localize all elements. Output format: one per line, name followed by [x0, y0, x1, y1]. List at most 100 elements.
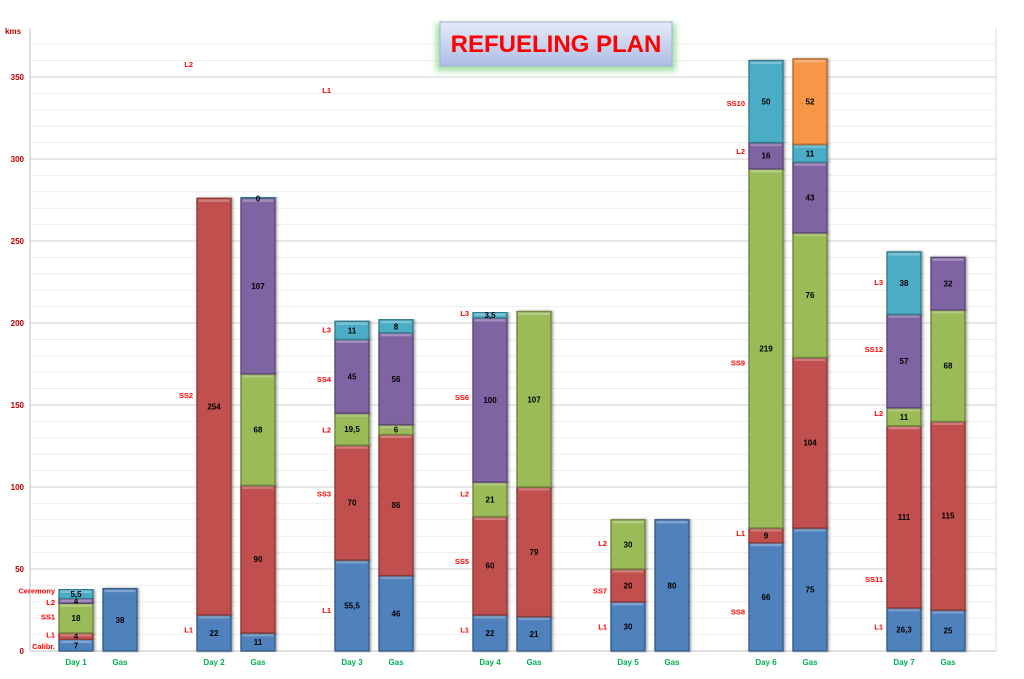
day-bar-segment-highlight — [336, 560, 368, 564]
day-bar-value-label: 19,5 — [344, 425, 360, 434]
x-label-day: Day 6 — [755, 658, 777, 667]
day-bar-segment-highlight — [198, 199, 230, 202]
day-bar-segment — [748, 141, 784, 170]
gas-bar-value-label: 76 — [806, 291, 815, 300]
stage-label: L2 — [184, 60, 193, 69]
x-label-day: Day 2 — [203, 658, 225, 667]
x-label-gas: Gas — [940, 658, 956, 667]
x-label-gas: Gas — [112, 658, 128, 667]
stage-label: Ceremony — [18, 586, 56, 595]
day-bar-value-label: 26,3 — [896, 625, 912, 634]
title-text: REFUELING PLAN — [451, 31, 662, 58]
day-bar-segment — [610, 519, 646, 570]
day-bar-segment-highlight — [474, 483, 506, 486]
stage-label: SS6 — [455, 393, 469, 402]
gas-bar-segment-highlight — [242, 486, 274, 489]
gas-bar-segment-highlight — [380, 576, 412, 580]
gas-bar-segment — [378, 332, 414, 426]
day-bar-value-label: 22 — [486, 629, 495, 638]
stage-label: L1 — [460, 626, 469, 635]
day-bar-segment-highlight — [474, 517, 506, 521]
stage-label: SS1 — [41, 613, 55, 622]
stage-label: SS3 — [317, 490, 331, 499]
y-tick-label: 100 — [11, 483, 25, 492]
gas-bar-segment-highlight — [794, 529, 826, 532]
day-bar-segment — [472, 614, 508, 652]
day-bar-value-label: 16 — [762, 152, 771, 161]
day-bar-value-label: 55,5 — [344, 601, 360, 610]
gas-bar-value-label: 75 — [806, 586, 815, 595]
gas-bar-segment-highlight — [242, 633, 274, 637]
stage-label: L3 — [460, 309, 469, 318]
day-bar-segment-highlight — [888, 315, 920, 318]
gas-bar-value-label: 107 — [527, 395, 541, 404]
y-tick-label: 250 — [11, 237, 25, 246]
day-bar-segment-highlight — [60, 599, 92, 603]
day-bar-segment-highlight — [750, 543, 782, 547]
gas-bar-segment — [378, 319, 414, 334]
stage-label: L2 — [736, 147, 745, 156]
stage-label: L1 — [322, 86, 331, 95]
day-bar-segment — [886, 607, 922, 652]
gas-bar-value-label: 115 — [942, 512, 955, 521]
stage-label: SS4 — [317, 375, 332, 384]
stage-label: L1 — [598, 622, 607, 631]
gas-bar-segment-highlight — [794, 233, 826, 237]
gas-bar-value-label: 46 — [392, 609, 401, 618]
gas-bar-segment — [930, 309, 966, 423]
day-bar-segment — [334, 444, 370, 561]
day-bar-value-label: 4 — [74, 597, 79, 606]
day-bar-segment — [748, 59, 784, 144]
stage-label: Calibr. — [32, 642, 55, 651]
day-bar-segment-highlight — [750, 169, 782, 173]
gas-bar-value-label: 8 — [394, 322, 399, 331]
stage-label: L1 — [184, 626, 193, 635]
gas-bar-value-label: 52 — [806, 98, 815, 107]
day-bar-value-label: 38 — [900, 279, 909, 288]
gas-bar-segment — [654, 519, 690, 652]
y-tick-label: 300 — [11, 155, 25, 164]
gas-bar-segment — [930, 420, 966, 611]
day-bar-segment-highlight — [474, 319, 506, 322]
day-bar-segment — [748, 168, 784, 529]
day-bar-value-label: 111 — [898, 513, 911, 522]
day-bar-value-label: 45 — [348, 372, 357, 381]
gas-bar-value-label: 6 — [394, 426, 399, 435]
day-bar-value-label: 3,5 — [484, 311, 496, 320]
stage-label: SS11 — [865, 575, 883, 584]
day-bar-segment-highlight — [474, 313, 506, 316]
day-bar-segment-highlight — [60, 633, 92, 637]
gas-bar-segment-highlight — [656, 520, 688, 524]
gas-bar-segment — [240, 196, 276, 200]
gas-bar-segment — [240, 484, 276, 634]
day-bar-value-label: 4 — [74, 632, 79, 641]
gas-bar-value-label: 43 — [806, 194, 815, 203]
day-bar-segment-highlight — [60, 640, 92, 644]
x-label-day: Day 5 — [617, 658, 639, 667]
day-bar-segment-highlight — [336, 446, 368, 449]
gas-bar-segment — [516, 615, 552, 652]
day-bar-segment — [334, 320, 370, 341]
gas-bar-segment — [516, 310, 552, 488]
day-bar-segment — [58, 588, 94, 600]
day-bar-segment — [886, 313, 922, 409]
day-bar-value-label: 11 — [348, 326, 357, 335]
gas-bar-value-label: 0 — [256, 194, 261, 203]
gas-bar-segment-highlight — [380, 320, 412, 324]
day-bar-value-label: 21 — [486, 495, 495, 504]
gas-bar-segment — [792, 161, 828, 234]
gas-bar-segment-highlight — [380, 435, 412, 439]
gas-bar-segment — [240, 373, 276, 487]
bars: 741845,53822254119068107055,57019,545114… — [58, 58, 966, 652]
gas-bar-value-label: 68 — [944, 362, 953, 371]
x-label-gas: Gas — [664, 658, 680, 667]
day-bar-value-label: 11 — [900, 413, 909, 422]
stage-label: SS12 — [865, 345, 883, 354]
y-tick-label: 350 — [11, 73, 25, 82]
day-bar-value-label: 57 — [900, 357, 909, 366]
stage-label: L2 — [460, 490, 469, 499]
day-bar-segment — [610, 568, 646, 603]
gas-bar-segment-highlight — [794, 145, 826, 148]
